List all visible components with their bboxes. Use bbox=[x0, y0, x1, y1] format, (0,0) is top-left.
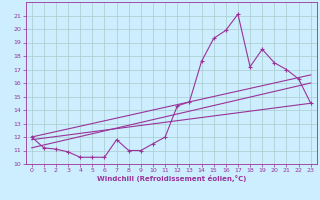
X-axis label: Windchill (Refroidissement éolien,°C): Windchill (Refroidissement éolien,°C) bbox=[97, 175, 246, 182]
